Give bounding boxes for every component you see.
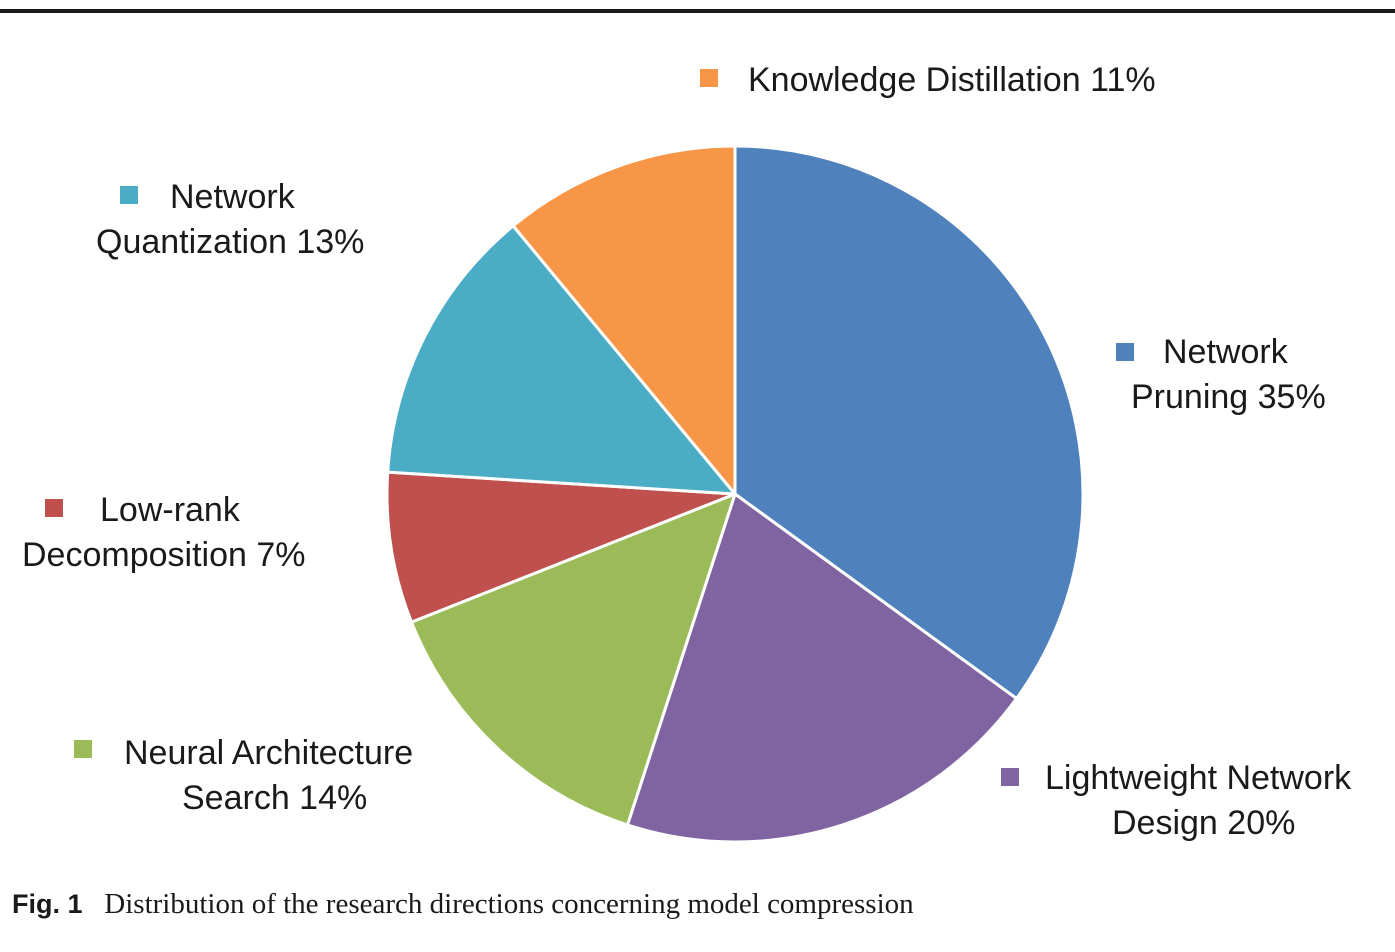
figure-number: Fig. 1 (12, 889, 83, 919)
slice-label-text: Design 20% (1112, 804, 1295, 842)
slice-label-text: Network (1163, 333, 1289, 371)
pie-slice-lightweight-network-design (625, 492, 1019, 844)
slice-label-text: Quantization 13% (96, 223, 364, 261)
slice-label-text: Search 14% (182, 779, 367, 817)
pie-slice-low-rank-decomposition (385, 470, 737, 624)
legend-swatch-network-pruning (1116, 343, 1134, 361)
slice-label-text: Neural Architecture (124, 734, 413, 772)
pie-slices (385, 144, 1085, 844)
pie-slice-network-quantization (386, 224, 737, 496)
slice-label-network-quantization: Network Quantization 13% (96, 178, 364, 261)
pie-chart: Network Pruning 35% Lightweight Network Des… (22, 61, 1352, 844)
slice-label-lightweight-network-design: Lightweight Network Design 20% (1001, 759, 1352, 842)
slice-label-text: Network (170, 178, 296, 216)
legend-swatch-knowledge-distillation (700, 69, 718, 87)
figure-caption-text: Distribution of the research directions … (104, 888, 914, 920)
pie-slice-network-pruning (733, 144, 1085, 701)
slice-label-network-pruning: Network Pruning 35% (1116, 333, 1326, 416)
top-rule (0, 9, 1395, 13)
figure-caption: Fig. 1 Distribution of the research dire… (12, 888, 914, 921)
slice-label-text: Decomposition 7% (22, 536, 305, 574)
pie-slice-knowledge-distillation (511, 144, 737, 496)
slice-label-low-rank-decomposition: Low-rank Decomposition 7% (22, 491, 305, 574)
legend-swatch-neural-architecture-search (74, 740, 92, 758)
slice-label-neural-architecture-search: Neural Architecture Search 14% (74, 734, 413, 817)
slice-label-text: Pruning 35% (1131, 378, 1326, 416)
legend-swatch-low-rank-decomposition (45, 499, 63, 517)
slice-label-text: Knowledge Distillation 11% (748, 61, 1156, 99)
slice-label-text: Low-rank (100, 491, 241, 529)
legend-swatch-lightweight-network-design (1001, 768, 1019, 786)
slice-label-knowledge-distillation: Knowledge Distillation 11% (700, 61, 1156, 99)
legend-swatch-network-quantization (120, 186, 138, 204)
pie-slice-neural-architecture-search (409, 492, 737, 827)
slice-labels: Network Pruning 35% Lightweight Network Des… (22, 61, 1352, 842)
slice-label-text: Lightweight Network (1045, 759, 1352, 797)
